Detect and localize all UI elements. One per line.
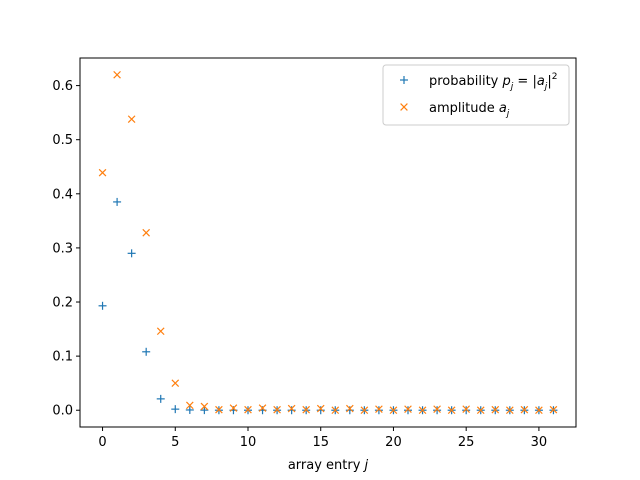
x-tick-label: 25 — [458, 435, 475, 450]
amplitude-point — [345, 404, 354, 413]
amplitude-point — [156, 327, 165, 336]
y-tick-label: 0.6 — [52, 79, 73, 94]
amplitude-point — [404, 405, 412, 413]
legend-marker-x — [400, 103, 408, 111]
amplitude-point — [520, 405, 529, 414]
x-tick-label: 20 — [385, 435, 402, 450]
legend: probability pj = |aj|2 amplitude aj — [382, 64, 570, 126]
x-tick-label: 5 — [171, 435, 179, 450]
probability-point — [113, 197, 122, 206]
amplitude-point — [127, 115, 136, 123]
amplitude-point — [462, 405, 471, 413]
amplitude-point — [389, 406, 398, 415]
legend-box — [382, 64, 570, 126]
x-axis: 0 5 10 15 20 25 30 — [98, 427, 547, 450]
amplitude-point — [142, 228, 151, 237]
amplitude-point — [244, 405, 252, 414]
probability-point — [156, 394, 165, 403]
amplitude-point — [258, 404, 267, 412]
probability-point — [433, 406, 442, 415]
probability-point — [374, 406, 383, 415]
amplitude-point — [433, 405, 441, 413]
data-marks — [98, 70, 558, 415]
probability-point — [345, 406, 354, 415]
probability-point — [462, 406, 471, 415]
amplitude-point — [98, 168, 107, 177]
probability-point — [185, 405, 194, 414]
amplitude-point — [200, 402, 209, 411]
probability-point — [200, 406, 209, 415]
amplitude-point — [113, 70, 121, 79]
legend-plus-icon — [400, 76, 408, 84]
amplitude-point — [476, 406, 485, 415]
amplitude-point — [505, 406, 514, 415]
amplitude-point — [273, 405, 281, 414]
probability-point — [142, 347, 151, 356]
y-tick-label: 0.1 — [52, 350, 73, 365]
y-axis: 0.0 0.1 0.2 0.3 0.4 0.5 0.6 — [52, 79, 80, 419]
x-tick-label: 0 — [98, 435, 106, 450]
x-tick-label: 10 — [240, 435, 257, 450]
legend-x-icon — [400, 103, 408, 111]
probability-point — [171, 405, 180, 414]
y-tick-label: 0.0 — [52, 404, 73, 419]
amplitude-point — [171, 379, 180, 387]
x-tick-label: 30 — [531, 435, 548, 450]
amplitude-point — [316, 404, 325, 413]
legend-marker-plus — [400, 76, 408, 84]
amplitude-point — [302, 405, 311, 414]
amplitude-point — [215, 405, 223, 414]
amplitude-point — [287, 404, 296, 413]
amplitude-point — [360, 406, 369, 415]
plot-frame — [79, 57, 577, 428]
probability-point — [404, 406, 412, 415]
x-tick-label: 15 — [312, 435, 329, 450]
amplitude-point — [535, 406, 543, 415]
y-tick-label: 0.5 — [52, 133, 73, 148]
probability-point — [98, 301, 107, 310]
amplitude-point — [447, 406, 456, 415]
legend-label-probability: probability pj = |aj|2 — [429, 72, 557, 92]
amplitude-point — [549, 405, 558, 414]
amplitude-point — [418, 406, 427, 415]
amplitude-point — [185, 401, 194, 410]
legend-label-amplitude: amplitude aj — [429, 101, 510, 119]
amplitude-point — [375, 405, 383, 413]
y-tick-label: 0.3 — [52, 241, 73, 256]
amplitude-point — [491, 405, 500, 414]
y-tick-label: 0.4 — [52, 187, 73, 202]
amplitude-point — [331, 406, 340, 415]
x-axis-label: array entry j — [288, 458, 369, 473]
amplitude-point — [229, 404, 238, 412]
probability-point — [287, 406, 296, 415]
probability-point — [316, 406, 325, 415]
probability-point — [127, 249, 136, 258]
y-tick-label: 0.2 — [52, 296, 73, 311]
